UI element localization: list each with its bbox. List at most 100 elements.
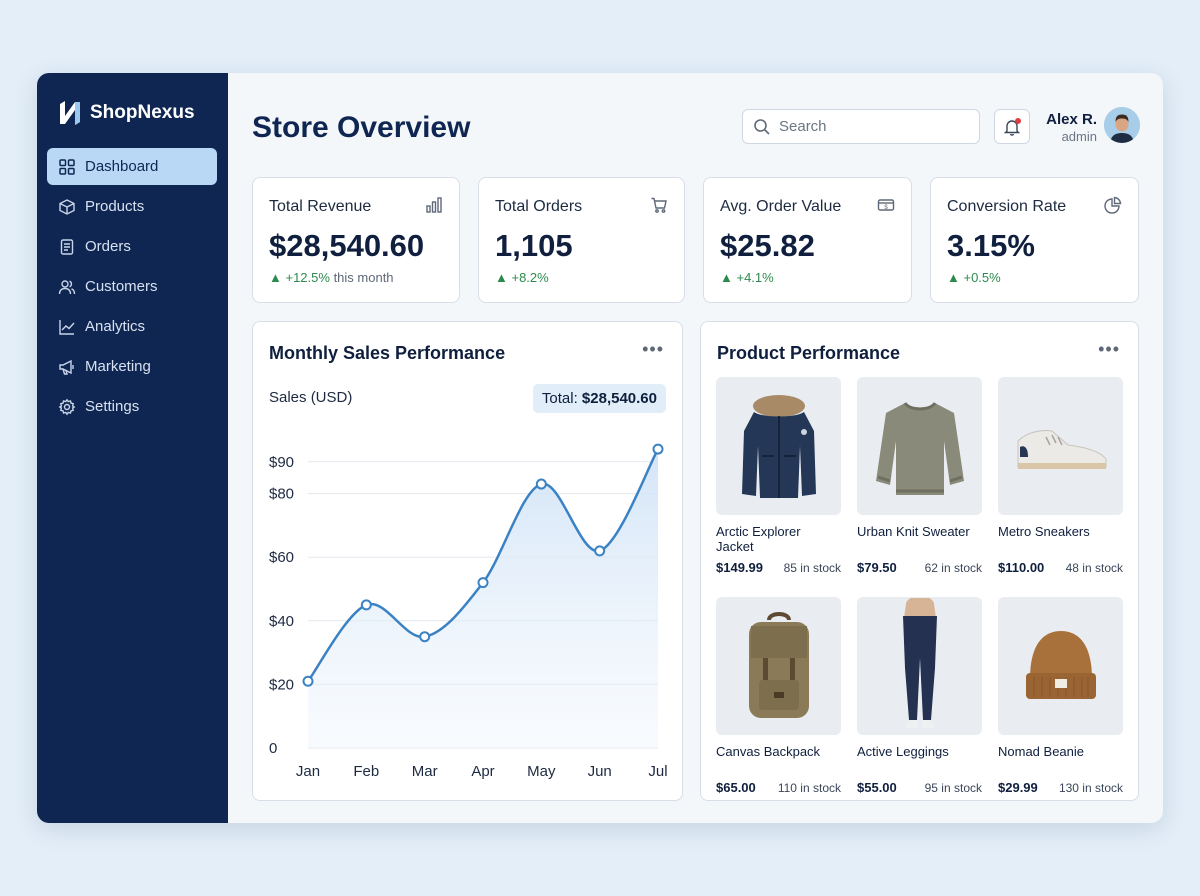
product-stock: 48 in stock xyxy=(1065,561,1123,575)
page-title: Store Overview xyxy=(252,111,471,144)
sidebar-item-label: Orders xyxy=(85,238,131,255)
data-point-mar[interactable] xyxy=(419,631,431,643)
product-performance-panel: Product Performance ••• Arctic Explorer … xyxy=(700,321,1139,801)
users-icon xyxy=(58,279,76,294)
data-point-may[interactable] xyxy=(535,478,547,490)
sweater-icon xyxy=(875,401,964,495)
product-stock: 62 in stock xyxy=(924,561,982,575)
product-card[interactable]: Active Leggings $55.00 95 in stock xyxy=(857,597,982,795)
product-price: $29.99 xyxy=(998,780,1038,795)
data-point-jul[interactable] xyxy=(652,443,664,455)
product-card[interactable]: Urban Knit Sweater $79.50 62 in stock xyxy=(857,377,982,575)
product-stock: 85 in stock xyxy=(783,561,841,575)
sidebar-item-dashboard[interactable]: Dashboard xyxy=(47,148,217,185)
avatar[interactable] xyxy=(1104,107,1140,143)
product-meta: $79.50 62 in stock xyxy=(857,560,982,575)
data-point-feb[interactable] xyxy=(360,599,372,611)
total-label: Total: xyxy=(541,390,578,407)
brand[interactable]: ShopNexus xyxy=(57,99,195,127)
cash-icon: $ xyxy=(877,199,895,211)
document-icon xyxy=(60,238,74,255)
cart-icon xyxy=(651,197,667,213)
sidebar-item-label: Customers xyxy=(85,278,158,295)
y-tick-label: $20 xyxy=(269,676,294,693)
product-image xyxy=(716,377,841,515)
product-name: Canvas Backpack xyxy=(716,744,821,759)
x-tick-label: Mar xyxy=(412,763,438,780)
chart-y-axis-label: Sales (USD) xyxy=(269,389,353,406)
search-input[interactable] xyxy=(779,118,969,135)
product-image xyxy=(857,597,982,735)
data-point-jun[interactable] xyxy=(594,545,606,557)
search-box[interactable] xyxy=(742,109,980,144)
user-avatar-icon xyxy=(1104,107,1140,143)
x-tick-label: Jul xyxy=(648,763,667,780)
more-options-button[interactable]: ••• xyxy=(642,339,664,359)
box-icon xyxy=(59,198,75,215)
stat-change: ▲ +12.5% this month xyxy=(269,270,394,285)
stat-card-avg-order[interactable]: Avg. Order Value $ $25.82 ▲ +4.1% xyxy=(703,177,912,303)
stat-change-value: +12.5% xyxy=(285,270,330,285)
stat-change: ▲ +4.1% xyxy=(720,270,774,285)
more-options-button[interactable]: ••• xyxy=(1098,339,1120,359)
product-price: $55.00 xyxy=(857,780,897,795)
sales-line-chart: 0 $20 $40 $60 $80 $90 Jan Feb Mar Apr May Jun Jul xyxy=(269,443,668,780)
sidebar-item-products[interactable]: Products xyxy=(47,188,217,225)
sidebar-item-settings[interactable]: Settings xyxy=(47,388,217,425)
sidebar-item-analytics[interactable]: Analytics xyxy=(47,308,217,345)
stat-change-note: this month xyxy=(333,270,394,285)
product-card[interactable]: Nomad Beanie $29.99 130 in stock xyxy=(998,597,1123,795)
sales-area xyxy=(308,449,658,748)
x-tick-label: Feb xyxy=(353,763,379,780)
user-name: Alex R. xyxy=(1046,111,1097,128)
product-price: $110.00 xyxy=(998,560,1045,575)
y-tick-label: $80 xyxy=(269,486,294,503)
x-tick-label: Apr xyxy=(471,763,494,780)
x-tick-label: Jan xyxy=(296,763,320,780)
stat-card-orders[interactable]: Total Orders 1,105 ▲ +8.2% xyxy=(478,177,685,303)
bell-icon xyxy=(1003,119,1021,136)
sidebar-nav: Dashboard Products Orders Customers Anal… xyxy=(47,148,217,428)
search-icon xyxy=(754,118,770,135)
product-name: Arctic Explorer Jacket xyxy=(716,524,801,554)
pie-chart-icon xyxy=(1104,196,1122,214)
stat-label: Avg. Order Value xyxy=(720,198,842,215)
grid-icon xyxy=(59,158,75,175)
y-tick-label: 0 xyxy=(269,740,277,757)
product-image xyxy=(998,597,1123,735)
product-meta: $149.99 85 in stock xyxy=(716,560,841,575)
stat-change-value: +4.1% xyxy=(736,270,774,285)
total-value: $28,540.60 xyxy=(581,390,657,407)
product-card[interactable]: Arctic Explorer Jacket $149.99 85 in sto… xyxy=(716,377,841,575)
stat-value: $28,540.60 xyxy=(269,228,425,263)
megaphone-icon xyxy=(59,359,74,375)
product-card[interactable]: Metro Sneakers $110.00 48 in stock xyxy=(998,377,1123,575)
product-image xyxy=(857,377,982,515)
app-window: ShopNexus Dashboard Products Orders Cust… xyxy=(37,73,1163,823)
beanie-icon xyxy=(1025,631,1096,699)
sidebar-item-marketing[interactable]: Marketing xyxy=(47,348,217,385)
sidebar: ShopNexus Dashboard Products Orders Cust… xyxy=(37,73,228,823)
data-point-apr[interactable] xyxy=(477,577,489,589)
product-meta: $65.00 110 in stock xyxy=(716,780,841,795)
product-stock: 110 in stock xyxy=(777,781,841,795)
x-tick-label: May xyxy=(527,763,556,780)
stat-value: 3.15% xyxy=(947,228,1035,263)
jacket-icon xyxy=(741,395,816,498)
stat-card-conversion[interactable]: Conversion Rate 3.15% ▲ +0.5% xyxy=(930,177,1139,303)
sidebar-item-orders[interactable]: Orders xyxy=(47,228,217,265)
stat-label: Conversion Rate xyxy=(947,198,1067,215)
sidebar-item-label: Marketing xyxy=(85,358,151,375)
stat-card-revenue[interactable]: Total Revenue $28,540.60 ▲ +12.5% this m… xyxy=(252,177,460,303)
data-point-jan[interactable] xyxy=(302,675,314,687)
line-chart-icon xyxy=(59,319,75,335)
backpack-icon xyxy=(748,612,809,718)
product-name: Urban Knit Sweater xyxy=(857,524,970,539)
notifications-button[interactable] xyxy=(994,109,1030,144)
sidebar-item-customers[interactable]: Customers xyxy=(47,268,217,305)
product-meta: $55.00 95 in stock xyxy=(857,780,982,795)
product-price: $149.99 xyxy=(716,560,763,575)
y-tick-label: $90 xyxy=(269,454,294,471)
product-card[interactable]: Canvas Backpack $65.00 110 in stock xyxy=(716,597,841,795)
product-price: $65.00 xyxy=(716,780,756,795)
